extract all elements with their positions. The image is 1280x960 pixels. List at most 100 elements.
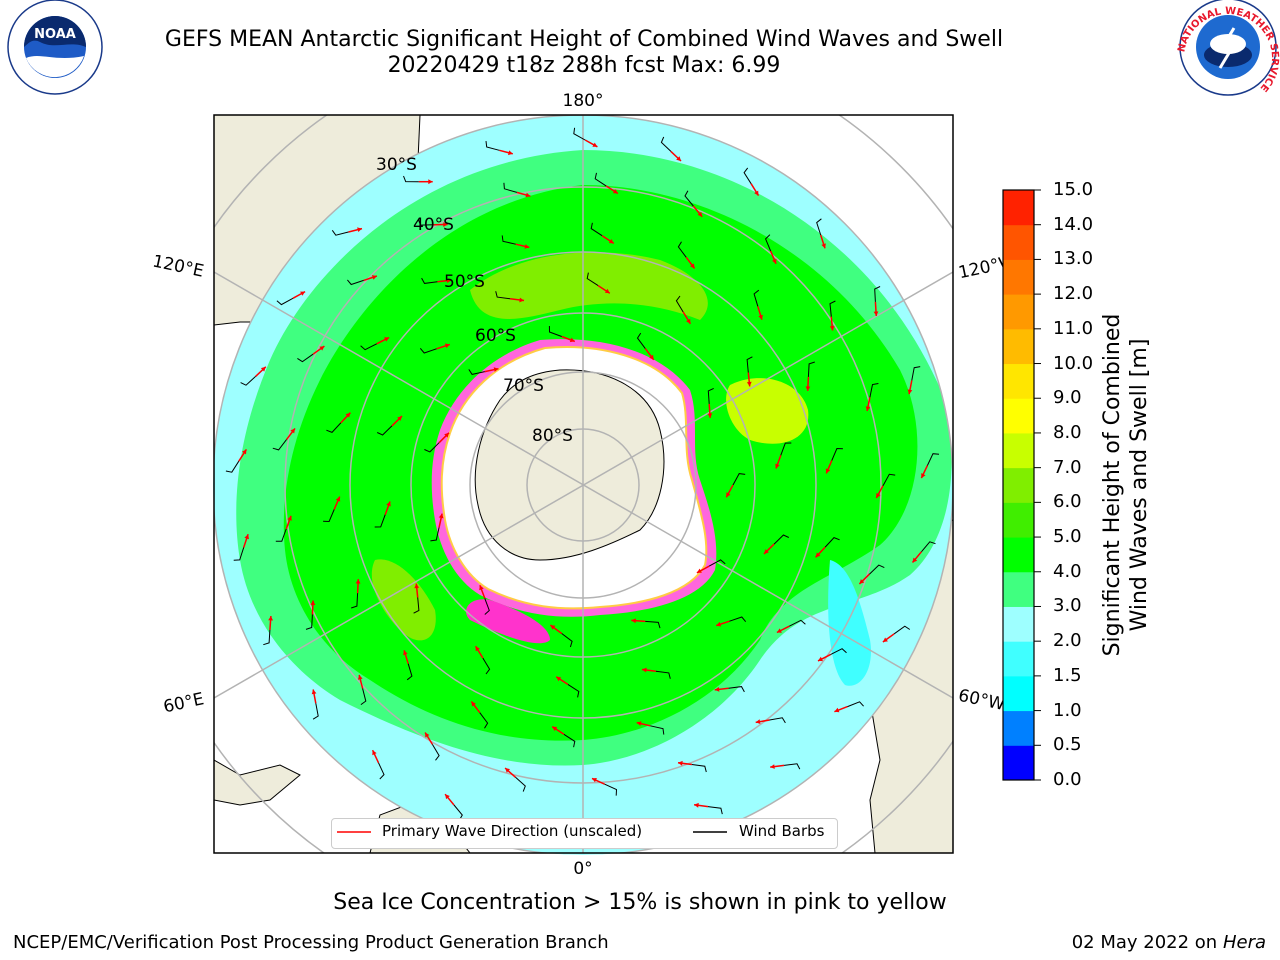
wind-barb [926, 453, 940, 466]
wave-arrow-head [882, 637, 888, 642]
wave-arrow-head [678, 760, 683, 766]
wind-barb [233, 547, 245, 561]
credit-text: NCEP/EMC/Verification Post Processing Pr… [13, 932, 609, 953]
wind-barb [275, 528, 287, 542]
colorbar-segment [1003, 641, 1034, 677]
wave-arrow-head [569, 337, 575, 343]
wind-barb [417, 219, 434, 226]
legend-barbs-label: Wind Barbs [739, 822, 825, 840]
wind-barb [829, 300, 836, 317]
colorbar-tick-label: 1.5 [1053, 664, 1082, 686]
colorbar-tick-label: 6.0 [1053, 491, 1082, 513]
wave-arrow-head [475, 646, 480, 652]
wind-barb [548, 325, 562, 337]
chart-title: GEFS MEAN Antarctic Significant Height o… [164, 27, 1004, 52]
wind-barb [677, 241, 687, 258]
wave-arrow-head [636, 721, 642, 726]
lat-label-30: 30°S [376, 155, 417, 175]
wave-arrow-head [642, 667, 647, 673]
wave-arrow-head [631, 618, 636, 624]
colorbar-tick-label: 3.0 [1053, 595, 1082, 617]
wave-arrow-head [357, 227, 362, 232]
wave-arrow-head [775, 463, 780, 469]
wind-barb [869, 383, 879, 398]
wind-barb [753, 289, 760, 307]
wind-barb [503, 182, 518, 193]
colorbar-tick-label: 2.0 [1053, 630, 1082, 652]
wind-barb [468, 369, 485, 375]
colorbar-segment [1003, 710, 1034, 746]
colorbar-segment [1003, 502, 1034, 538]
wind-barb [691, 764, 707, 773]
wave-arrow-head [714, 687, 720, 692]
colorbar-tick-label: 12.0 [1053, 283, 1094, 305]
wave-arrow-head [921, 473, 926, 479]
wave-arrow-head [428, 179, 433, 185]
wave-arrow-head [696, 568, 702, 573]
wind-barb [789, 619, 806, 627]
wave-arrow-head [758, 314, 763, 320]
wind-barb [485, 141, 500, 151]
wind-barb [403, 175, 419, 183]
wave-arrow-head [290, 428, 295, 434]
lon-label-left-upper: 120°E [151, 251, 206, 281]
wind-barb [650, 725, 665, 735]
map-legend [331, 818, 838, 849]
colorbar-segment [1003, 745, 1034, 781]
wave-arrow-head [311, 689, 317, 695]
wind-barb [869, 564, 885, 575]
wind-barb [326, 422, 342, 433]
wave-arrow-head [726, 492, 731, 498]
wind-barb [769, 717, 786, 724]
wind-barb [406, 663, 413, 681]
wind-barb [515, 776, 526, 792]
wave-arrow-head [825, 468, 831, 474]
wave-arrow-head [471, 701, 476, 707]
wave-arrow-head [912, 557, 918, 563]
wave-arrow-head [865, 406, 871, 411]
legend-primary-label: Primary Wave Direction (unscaled) [382, 822, 643, 840]
wave-arrow-head [242, 449, 247, 455]
colorbar-title: Significant Height of Combined Wind Wave… [1099, 275, 1159, 695]
wind-barb [847, 701, 864, 708]
wave-arrow-head [876, 493, 881, 498]
wave-arrow-head [690, 263, 695, 269]
colorbar-tick-label: 5.0 [1053, 526, 1082, 548]
wind-barb [911, 366, 921, 381]
lon-label-left-lower: 60°E [162, 689, 206, 717]
wind-barb [573, 127, 586, 141]
wind-barb [590, 222, 603, 237]
wave-arrow-head [805, 386, 811, 391]
lat-label-60: 60°S [475, 326, 516, 346]
antarctica [431, 339, 717, 644]
wind-barb [824, 537, 840, 548]
wind-barb [773, 534, 790, 545]
wave-arrow-head [300, 291, 306, 296]
wind-barb [728, 686, 745, 693]
wave-arrow-head [335, 496, 341, 502]
wave-arrow-head [707, 413, 713, 418]
wind-barb [604, 783, 618, 796]
wave-arrow-head [345, 412, 351, 418]
wind-barb [378, 762, 385, 780]
colorbar-tick-label: 8.0 [1053, 421, 1082, 443]
colorbar-tick-label: 9.0 [1053, 387, 1082, 409]
wave-arrow-head [372, 750, 377, 756]
wind-barb [831, 447, 843, 461]
wave-arrow-head [754, 190, 759, 196]
lon-label-right-lower: 60°W [957, 686, 1007, 715]
wave-arrow-head [260, 366, 266, 372]
wind-barb [893, 625, 911, 635]
wind-barb [561, 633, 573, 648]
map-frame [213, 114, 954, 854]
wind-barb [882, 473, 896, 486]
chart-subtitle: 20220429 t18z 288h fcst Max: 6.99 [387, 53, 781, 78]
lat-label-80: 80°S [532, 426, 573, 446]
wave-arrow-head [755, 719, 761, 724]
colorbar [1003, 189, 1041, 781]
wind-barb [323, 509, 335, 523]
wave-arrow-head [524, 244, 530, 249]
host-text: Hera [1222, 932, 1266, 953]
colorbar-tick-label: 14.0 [1053, 213, 1094, 235]
